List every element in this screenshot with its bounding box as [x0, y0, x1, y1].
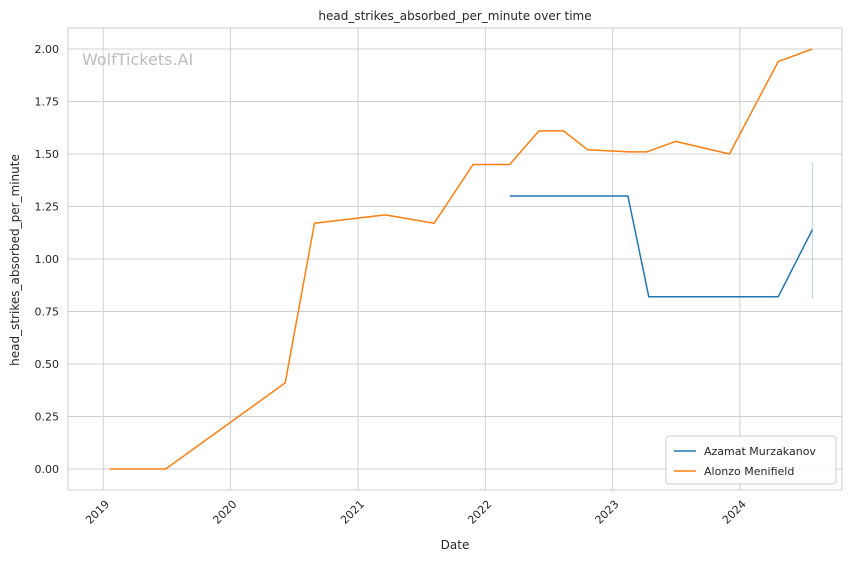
- x-tick-label: 2019: [83, 498, 112, 527]
- y-tick-label: 1.75: [35, 96, 60, 109]
- chart-title: head_strikes_absorbed_per_minute over ti…: [318, 9, 591, 23]
- y-tick-label: 2.00: [35, 43, 60, 56]
- y-tick-label: 0.25: [35, 411, 60, 424]
- y-tick-label: 1.00: [35, 253, 60, 266]
- y-tick-label: 1.50: [35, 148, 60, 161]
- watermark-text: WolfTickets.AI: [82, 50, 193, 69]
- x-tick-label: 2021: [338, 498, 367, 527]
- plot-frame: [67, 27, 843, 491]
- legend-label: Azamat Murzakanov: [704, 445, 816, 458]
- series-line: [509, 195, 814, 298]
- x-tick-label: 2023: [593, 498, 622, 527]
- y-tick-label: 0.50: [35, 358, 60, 371]
- x-tick-label: 2022: [465, 498, 494, 527]
- legend-box: [665, 435, 837, 485]
- legend-label: Alonzo Menifield: [704, 465, 794, 478]
- x-tick-label: 2024: [720, 498, 749, 527]
- y-tick-label: 0.00: [35, 463, 60, 476]
- y-tick-label: 0.75: [35, 306, 60, 319]
- x-axis-label: Date: [441, 538, 470, 552]
- x-tick-label: 2020: [210, 498, 239, 527]
- series-line: [109, 48, 813, 470]
- y-tick-label: 1.25: [35, 201, 60, 214]
- y-axis-label: head_strikes_absorbed_per_minute: [8, 154, 22, 366]
